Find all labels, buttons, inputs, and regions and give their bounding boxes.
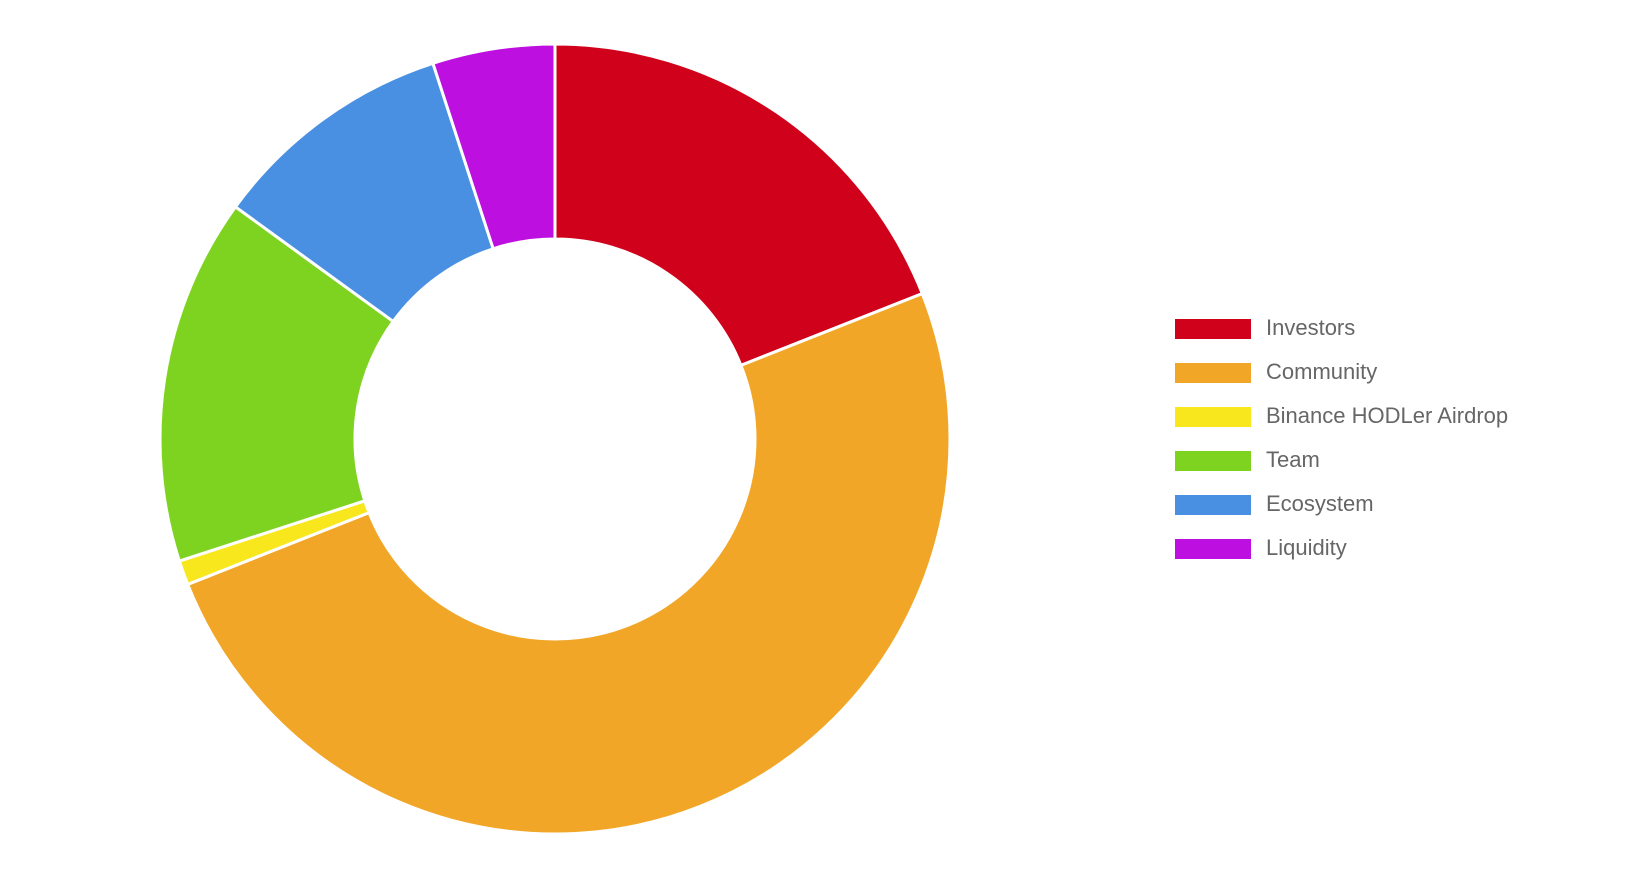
legend-swatch xyxy=(1175,363,1251,383)
slice xyxy=(553,42,925,368)
legend-label: Binance HODLer Airdrop xyxy=(1266,403,1508,428)
legend-label: Ecosystem xyxy=(1266,491,1374,516)
slice xyxy=(158,204,396,563)
slice xyxy=(431,42,557,251)
legend-label: Liquidity xyxy=(1266,535,1347,560)
slice xyxy=(185,291,952,836)
legend-swatch xyxy=(1175,495,1251,515)
legend-swatch xyxy=(1175,407,1251,427)
legend-swatch xyxy=(1175,451,1251,471)
legend-swatch xyxy=(1175,539,1251,559)
legend-label: Community xyxy=(1266,359,1377,384)
legend-label: Investors xyxy=(1266,315,1355,340)
legend-label: Team xyxy=(1266,447,1320,472)
legend-swatch xyxy=(1175,319,1251,339)
